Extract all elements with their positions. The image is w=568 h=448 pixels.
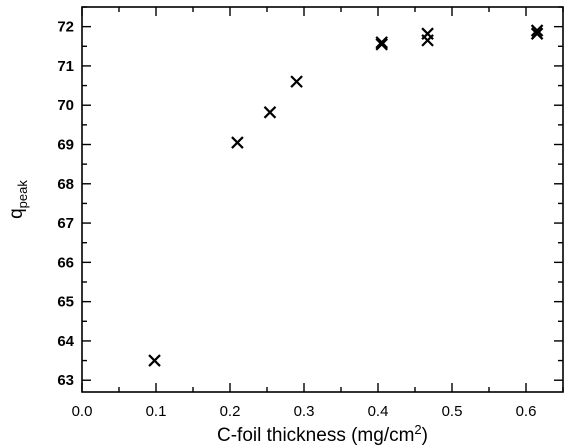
y-tick-label: 71 [57, 58, 74, 75]
y-axis-label-subscript: peak [15, 180, 30, 209]
y-axis-label: qpeak [6, 180, 30, 219]
data-point [375, 38, 388, 51]
y-tick-label: 64 [57, 333, 74, 350]
y-tick-label: 68 [57, 176, 74, 193]
y-tick-label: 63 [57, 372, 74, 389]
data-points [148, 24, 544, 367]
y-tick-label: 69 [57, 137, 74, 154]
y-tick-label: 67 [57, 215, 74, 232]
y-axis-label-text: q [6, 208, 27, 219]
data-point [375, 36, 388, 49]
x-tick-label: 0.6 [516, 403, 537, 420]
tick-labels: 0.0 0.1 0.2 0.3 0.4 0.5 0.6 63 64 65 66 67 68 69 70 71 7… [57, 19, 536, 420]
y-tick-label: 72 [57, 19, 74, 36]
data-point [263, 106, 277, 119]
x-tick-label: 0.1 [146, 403, 167, 420]
y-tick-label: 65 [57, 294, 74, 311]
x-tick-label: 0.5 [442, 403, 463, 420]
data-point [530, 27, 544, 40]
y-tick-label: 66 [57, 254, 74, 271]
data-point [530, 24, 544, 37]
x-axis-label-suffix: ) [422, 425, 428, 446]
data-point [421, 34, 434, 47]
x-axis-label-superscript: 2 [414, 422, 421, 437]
x-tick-label: 0.3 [294, 403, 315, 420]
plot-frame [81, 6, 564, 393]
x-tick-label: 0.2 [220, 403, 241, 420]
x-axis-label: C-foil thickness (mg/cm2) [217, 422, 428, 446]
y-tick-label: 70 [57, 97, 74, 114]
x-tick-label: 0.4 [368, 403, 389, 420]
x-axis-label-text: C-foil thickness (mg/cm [217, 425, 414, 446]
axis-ticks [81, 6, 564, 392]
data-point [148, 354, 161, 367]
x-tick-label: 0.0 [72, 403, 93, 420]
data-point [231, 136, 244, 149]
data-point [290, 75, 303, 88]
